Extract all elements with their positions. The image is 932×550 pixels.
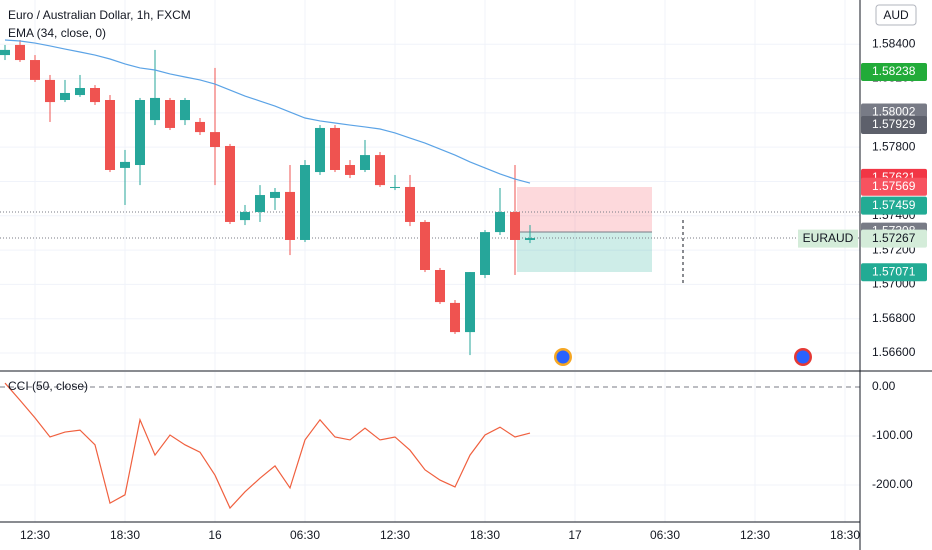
candle-body (449, 302, 460, 333)
candle-body (239, 212, 250, 221)
candle-body (299, 165, 310, 240)
x-tick-label: 12:30 (740, 528, 770, 542)
candle-body (359, 155, 370, 170)
candle-body (464, 272, 475, 333)
candle-body (524, 238, 535, 240)
y-tick-label: -200.00 (872, 477, 913, 491)
candle-body (29, 60, 40, 80)
candle-body (59, 92, 70, 101)
candle-body (329, 127, 340, 170)
target-zone (517, 232, 652, 272)
x-tick-label: 18:30 (110, 528, 140, 542)
candle-body (134, 100, 145, 166)
x-tick-label: 18:30 (830, 528, 860, 542)
price-tag-label: 1.57267 (872, 231, 916, 245)
x-tick-label: 16 (208, 528, 222, 542)
price-tag (861, 116, 927, 135)
event-icon-inner (796, 350, 810, 364)
candle-body (269, 191, 280, 198)
candle-body (194, 121, 205, 133)
price-tag-label: 1.58238 (872, 64, 916, 78)
candle-body (179, 100, 190, 121)
candle-body (44, 79, 55, 103)
candle-body (479, 232, 490, 275)
candle-body (149, 97, 160, 121)
x-tick-label: 18:30 (470, 528, 500, 542)
candle-body (0, 49, 10, 56)
candle-body (119, 161, 130, 168)
candle-body (284, 191, 295, 240)
price-tag (861, 263, 927, 282)
candle-body (509, 212, 520, 240)
candle-body (74, 87, 85, 96)
candle-body (254, 195, 265, 213)
candle-body (209, 132, 220, 148)
candle-body (224, 145, 235, 222)
candle-body (89, 87, 100, 103)
price-tag (861, 63, 927, 82)
y-tick-label: 1.56600 (872, 345, 916, 359)
candle-body (419, 221, 430, 270)
candle-body (374, 155, 385, 186)
stop-zone (517, 187, 652, 232)
candle-body (14, 44, 25, 61)
candle-body (164, 100, 175, 128)
x-tick-label: 06:30 (650, 528, 680, 542)
y-tick-label: 1.58400 (872, 36, 916, 50)
currency-badge[interactable] (875, 4, 917, 26)
symbol-badge (798, 229, 858, 248)
x-tick-label: 12:30 (380, 528, 410, 542)
y-tick-label: 0.00 (872, 379, 896, 393)
x-tick-label: 06:30 (290, 528, 320, 542)
price-tag (861, 177, 927, 196)
cci-line (4, 382, 531, 510)
y-tick-label: -100.00 (872, 428, 913, 442)
y-tick-label: 1.57800 (872, 139, 916, 153)
currency-label: AUD (883, 8, 909, 22)
x-tick-label: 17 (568, 528, 582, 542)
candle-body (434, 269, 445, 303)
indicator-label: CCI (50, close) (8, 379, 88, 393)
ema-line (4, 39, 531, 184)
x-tick-label: 12:30 (20, 528, 50, 542)
indicator-label: EMA (34, close, 0) (8, 26, 106, 40)
price-tag (861, 196, 927, 215)
symbol-label: EURAUD (803, 231, 854, 245)
candle-body (389, 186, 400, 188)
price-tag-label: 1.57569 (872, 179, 916, 193)
event-icon-inner (556, 350, 570, 364)
price-tag-label: 1.57459 (872, 198, 916, 212)
candle-body (344, 165, 355, 175)
candle-body (314, 127, 325, 173)
candle-body (104, 100, 115, 170)
candle-body (494, 212, 505, 233)
candle-body (404, 186, 415, 222)
chart-title: Euro / Australian Dollar, 1h, FXCM (8, 8, 191, 22)
price-tag-label: 1.58002 (872, 105, 916, 119)
y-tick-label: 1.56800 (872, 311, 916, 325)
price-tag-label: 1.57071 (872, 264, 916, 278)
price-tag (861, 229, 927, 248)
price-tag-label: 1.57929 (872, 117, 916, 131)
